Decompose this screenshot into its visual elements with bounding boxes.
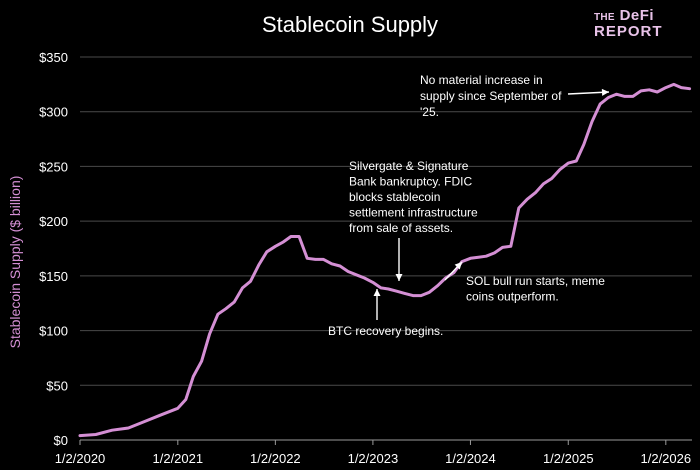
y-tick-label: $250	[39, 159, 68, 174]
x-tick-label: 1/2/2024	[445, 451, 496, 466]
x-tick-labels: 1/2/2020 1/2/2021 1/2/2022 1/2/2023 1/2/2024…	[55, 440, 691, 466]
annotation-arrowhead	[373, 289, 381, 296]
logo-report: REPORT	[594, 23, 663, 40]
y-tick-label: $150	[39, 269, 68, 284]
x-tick-label: 1/2/2022	[250, 451, 301, 466]
annotation-arrowhead	[601, 88, 609, 96]
the-defi-report-logo: THE DeFi REPORT	[594, 8, 668, 42]
x-tick-label: 1/2/2021	[153, 451, 204, 466]
y-tick-label: $350	[39, 50, 68, 65]
y-tick-label: $0	[54, 433, 68, 448]
annotation-text: SOL bull run starts, meme coins outperfor…	[466, 274, 605, 304]
y-tick-label: $50	[46, 378, 68, 393]
x-tick-label: 1/2/2026	[641, 451, 692, 466]
y-tick-labels: $0 $50 $100 $150 $200 $250 $300 $350	[39, 50, 68, 448]
x-tick-label: 1/2/2023	[348, 451, 399, 466]
annotation-text: Silvergate & Signature Bank bankruptcy. F…	[349, 159, 478, 235]
annotation-arrowhead	[454, 262, 462, 270]
y-tick-label: $200	[39, 214, 68, 229]
x-tick-label: 1/2/2020	[55, 451, 106, 466]
annotation-arrowhead	[395, 274, 403, 281]
annotation-text: No material increase in supply since Sept…	[420, 73, 562, 119]
annotation-text: BTC recovery begins.	[328, 324, 443, 338]
y-axis-label: Stablecoin Supply ($ billion)	[7, 176, 23, 349]
logo-defi: DeFi	[619, 7, 655, 24]
annotations: No material increase in supply since Sept…	[328, 73, 610, 338]
chart-title: Stablecoin Supply	[262, 12, 438, 37]
logo-the: THE	[594, 12, 615, 23]
series-lines	[78, 82, 692, 438]
y-tick-label: $100	[39, 324, 68, 339]
gridlines	[80, 56, 692, 441]
series-line	[78, 82, 692, 438]
x-tick-label: 1/2/2025	[543, 451, 594, 466]
y-tick-label: $300	[39, 105, 68, 120]
